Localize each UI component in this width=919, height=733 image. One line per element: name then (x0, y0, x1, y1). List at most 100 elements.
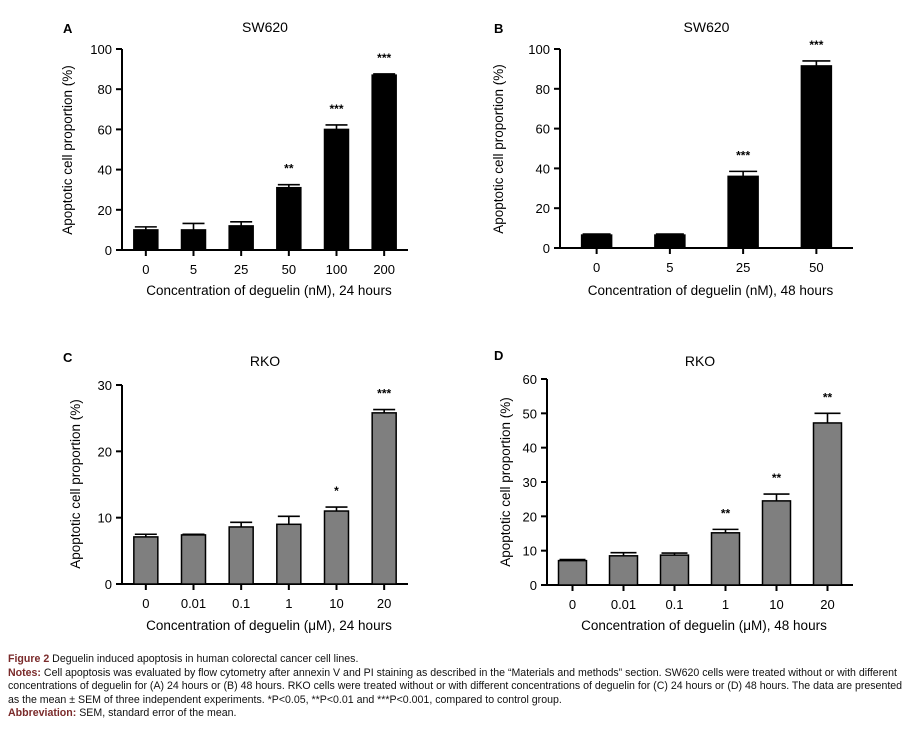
x-tick-label: 50 (809, 260, 823, 275)
x-tick-label: 0.1 (665, 597, 683, 612)
bar (180, 229, 207, 251)
y-axis-label: Apoptotic cell proportion (%) (60, 65, 75, 235)
x-tick-label: 5 (666, 260, 673, 275)
y-tick-label: 20 (98, 203, 112, 218)
y-tick-label: 30 (98, 378, 112, 393)
y-tick-label: 20 (523, 509, 537, 524)
bar (323, 510, 350, 585)
bar (371, 74, 397, 251)
x-tick-label: 100 (326, 262, 348, 277)
x-tick-label: 20 (820, 597, 834, 612)
bar (133, 536, 159, 585)
bar (180, 534, 207, 585)
chart-panel-a: A SW620 0 20 40 60 80 100 Apoptotic cell proport… (60, 19, 408, 298)
y-tick-label: 100 (90, 42, 112, 57)
y-tick-label: 0 (543, 241, 550, 256)
significance-label: *** (329, 102, 343, 116)
figure-title: Deguelin induced apoptosis in human colo… (52, 653, 359, 665)
chart-title: RKO (250, 353, 280, 369)
x-tick-label: 5 (190, 262, 197, 277)
bar (276, 186, 302, 251)
bar (580, 234, 613, 249)
chart-panel-b: B SW620 0 20 40 60 80 100 Apoptotic cell proport… (491, 19, 853, 298)
x-tick-label: 0.01 (611, 597, 636, 612)
x-axis-label: Concentration of deguelin (nM), 24 hours (146, 283, 392, 298)
x-tick-label: 25 (736, 260, 750, 275)
y-tick-label: 20 (98, 444, 112, 459)
panel-label: A (63, 21, 73, 36)
figure-label: Figure 2 (8, 653, 50, 665)
notes-label: Notes: (8, 666, 41, 679)
bar (228, 526, 254, 585)
x-tick-label: 25 (234, 262, 248, 277)
significance-label: *** (736, 148, 750, 162)
bar (608, 555, 639, 586)
panel-label: D (494, 348, 503, 363)
chart-title: SW620 (684, 19, 730, 35)
bar (276, 523, 302, 585)
bar (812, 422, 843, 586)
bar (228, 225, 254, 251)
y-tick-label: 0 (105, 577, 112, 592)
x-tick-label: 0 (569, 597, 576, 612)
y-tick-label: 60 (98, 122, 112, 137)
y-tick-label: 60 (523, 372, 537, 387)
y-tick-label: 0 (530, 578, 537, 593)
significance-label: ** (721, 506, 731, 520)
y-tick-label: 100 (528, 42, 550, 57)
y-tick-label: 0 (105, 243, 112, 258)
x-tick-label: 1 (722, 597, 729, 612)
significance-label: ** (823, 390, 833, 404)
y-tick-label: 50 (523, 406, 537, 421)
y-tick-label: 20 (536, 201, 550, 216)
abbreviation-label: Abbreviation: (8, 707, 77, 720)
y-tick-label: 40 (536, 161, 550, 176)
chart-title: RKO (685, 353, 715, 369)
significance-label: *** (377, 387, 391, 401)
bar (323, 128, 350, 251)
significance-label: *** (377, 51, 391, 65)
significance-label: *** (809, 38, 823, 52)
abbreviation-text: SEM, standard error of the mean. (79, 707, 237, 720)
x-tick-label: 0 (142, 596, 149, 611)
x-tick-label: 0 (142, 262, 149, 277)
chart-title: SW620 (242, 19, 288, 35)
bar (800, 65, 833, 249)
bar (371, 412, 397, 585)
x-tick-label: 10 (329, 596, 343, 611)
bar (727, 175, 759, 249)
y-tick-label: 60 (536, 122, 550, 137)
panel-label: B (494, 21, 503, 36)
significance-label: ** (772, 471, 782, 485)
x-axis-label: Concentration of deguelin (μM), 48 hours (581, 618, 827, 633)
x-tick-label: 200 (373, 262, 395, 277)
x-tick-label: 0.01 (181, 596, 206, 611)
x-tick-label: 0.1 (232, 596, 250, 611)
y-tick-label: 10 (523, 544, 537, 559)
notes-text: Cell apoptosis was evaluated by flow cyt… (8, 666, 903, 706)
x-tick-label: 1 (285, 596, 292, 611)
y-axis-label: Apoptotic cell proportion (%) (498, 397, 513, 567)
y-tick-label: 80 (536, 82, 550, 97)
bar (133, 229, 159, 251)
x-tick-label: 10 (769, 597, 783, 612)
x-tick-label: 0 (593, 260, 600, 275)
y-tick-label: 30 (523, 475, 537, 490)
x-axis-label: Concentration of deguelin (nM), 48 hours (588, 283, 834, 298)
x-axis-label: Concentration of deguelin (μM), 24 hours (146, 618, 392, 633)
bar (557, 559, 588, 586)
x-tick-label: 50 (282, 262, 296, 277)
bar (761, 500, 792, 586)
bar (659, 554, 690, 586)
y-axis-label: Apoptotic cell proportion (%) (491, 64, 506, 234)
y-tick-label: 80 (98, 82, 112, 97)
y-axis-label: Apoptotic cell proportion (%) (68, 399, 83, 569)
bar (710, 532, 741, 586)
significance-label: * (334, 484, 339, 498)
y-tick-label: 10 (98, 511, 112, 526)
significance-label: ** (284, 162, 294, 176)
figure-caption: Figure 2 Deguelin induced apoptosis in h… (8, 653, 913, 721)
